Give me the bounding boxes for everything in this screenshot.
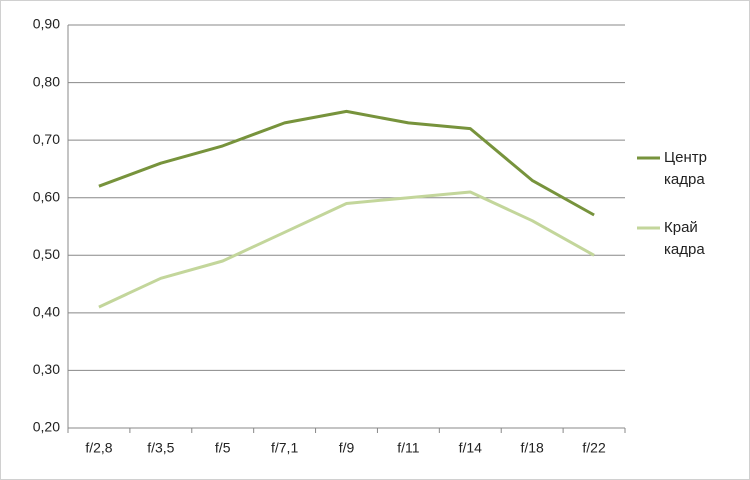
line-series: [98, 190, 595, 309]
y-tick-label: 0,90: [33, 16, 60, 32]
y-tick-label: 0,30: [33, 361, 60, 377]
y-tick-label: 0,60: [33, 188, 60, 204]
y-tick-label: 0,80: [33, 73, 60, 89]
y-tick-label: 0,20: [33, 419, 60, 435]
legend-label: Край кадра: [664, 219, 705, 258]
x-tick-label: f/2,8: [85, 440, 112, 456]
legend-label: Центр кадра: [664, 149, 707, 188]
line-series: [98, 109, 595, 217]
x-tick-label: f/7,1: [271, 440, 298, 456]
x-tick-label: f/22: [582, 440, 606, 456]
y-tick-label: 0,70: [33, 131, 60, 147]
x-tick-label: f/9: [339, 440, 355, 456]
x-tick-label: f/5: [215, 440, 231, 456]
y-tick-label: 0,50: [33, 246, 60, 262]
x-tick-label: f/14: [459, 440, 483, 456]
x-tick-label: f/3,5: [147, 440, 174, 456]
x-tick-label: f/11: [397, 440, 420, 456]
y-tick-label: 0,40: [33, 304, 60, 320]
x-tick-label: f/18: [520, 440, 544, 456]
